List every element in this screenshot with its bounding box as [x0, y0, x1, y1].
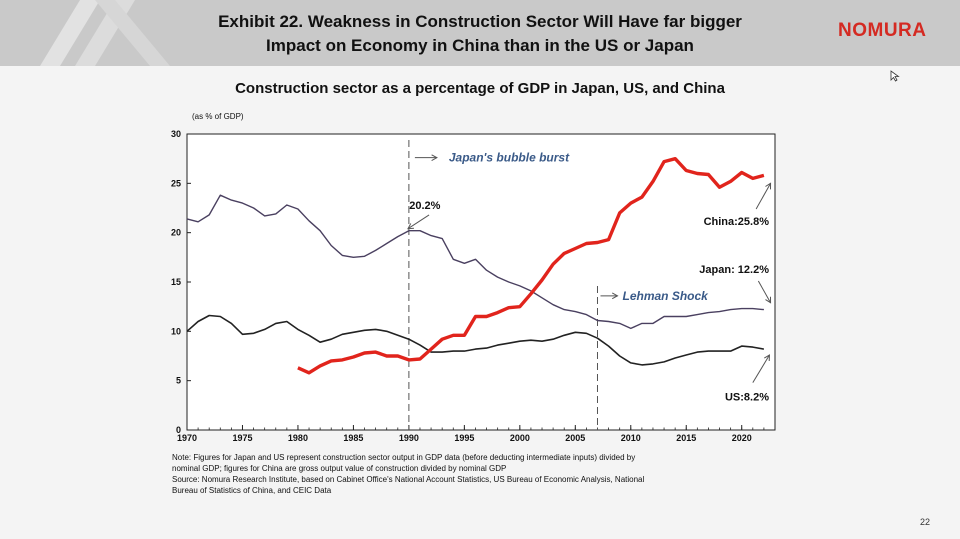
- note-line: Note: Figures for Japan and US represent…: [172, 453, 636, 462]
- bubble-arrow: [414, 154, 438, 161]
- note-line: nominal GDP; figures for China are gross…: [172, 464, 507, 473]
- japan-end-arrow: [757, 280, 772, 304]
- us-end-label: US:8.2%: [725, 391, 769, 403]
- us-end-arrow: [752, 354, 770, 383]
- exhibit-title: Exhibit 22. Weakness in Construction Sec…: [150, 10, 810, 58]
- decorative-shape-icon: [40, 0, 170, 66]
- x-tick-label: 2005: [565, 433, 585, 443]
- japan-end-label: Japan: 12.2%: [699, 264, 769, 276]
- china-end-arrow: [755, 182, 772, 210]
- x-tick-label: 1980: [288, 433, 308, 443]
- y-tick-label: 15: [171, 277, 181, 287]
- x-tick-label: 2015: [676, 433, 696, 443]
- china-end-label: China:25.8%: [704, 216, 770, 228]
- bubble-label: Japan's bubble burst: [449, 151, 570, 165]
- chart-title: Construction sector as a percentage of G…: [235, 80, 725, 97]
- y-tick-label: 30: [171, 129, 181, 139]
- lehman-label: Lehman Shock: [622, 289, 709, 303]
- y-tick-label: 25: [171, 178, 181, 188]
- header-bar: [0, 0, 960, 66]
- plot-area: [186, 133, 776, 431]
- series-line-china: [297, 156, 765, 375]
- x-tick-label: 1985: [343, 433, 363, 443]
- lehman-arrow: [600, 292, 619, 300]
- chart-notes: Note: Figures for Japan and US represent…: [172, 452, 782, 496]
- y-tick-label: 20: [171, 228, 181, 238]
- x-tick-label: 2020: [732, 433, 752, 443]
- exhibit-title-line2: Impact on Economy in China than in the U…: [266, 36, 694, 55]
- japan-peak-arrow: [407, 214, 430, 230]
- japan-peak-label: 20.2%: [409, 200, 440, 212]
- x-tick-label: 1975: [232, 433, 252, 443]
- x-tick-label: 1970: [177, 433, 197, 443]
- x-tick-label: 1995: [454, 433, 474, 443]
- y-tick-label: 0: [176, 425, 181, 435]
- y-tick-label: 5: [176, 376, 181, 386]
- series-line-us: [186, 314, 765, 366]
- x-tick-label: 1990: [399, 433, 419, 443]
- x-tick-label: 2010: [621, 433, 641, 443]
- source-line: Bureau of Statistics of China, and CEIC …: [172, 486, 332, 495]
- page-number: 22: [920, 517, 931, 527]
- x-tick-label: 2000: [510, 433, 530, 443]
- y-tick-label: 10: [171, 326, 181, 336]
- y-axis-unit-label: (as % of GDP): [192, 112, 244, 121]
- series-line-japan: [186, 194, 764, 330]
- nomura-logo: NOMURA: [838, 20, 927, 41]
- exhibit-title-line1: Exhibit 22. Weakness in Construction Sec…: [218, 12, 742, 31]
- source-line: Source: Nomura Research Institute, based…: [172, 475, 645, 484]
- mouse-cursor-icon: [890, 70, 900, 82]
